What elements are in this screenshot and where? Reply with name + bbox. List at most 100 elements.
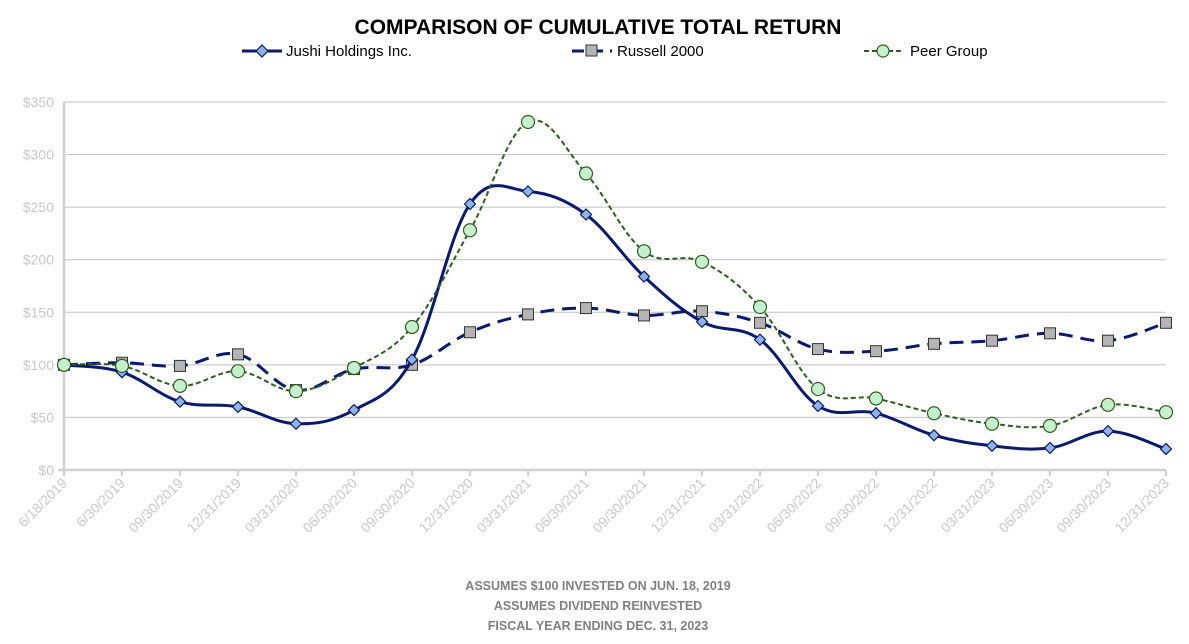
data-point-peer: [114, 358, 130, 374]
x-tick-label: 12/31/2020: [415, 475, 476, 536]
y-tick-label: $100: [23, 357, 54, 373]
data-point-jushi: [521, 185, 535, 198]
data-point-peer: [926, 406, 942, 421]
x-tick-label: 03/31/2020: [241, 475, 302, 536]
legend-label-jushi: Jushi Holdings Inc.: [286, 43, 412, 60]
data-point-peer: [520, 114, 536, 130]
y-tick-label: $250: [23, 199, 54, 215]
data-point-jushi: [463, 197, 477, 211]
data-point-peer: [404, 319, 420, 335]
data-point-jushi: [1043, 441, 1057, 455]
data-point-russell: [174, 359, 186, 372]
x-axis: 6/18/2019 6/30/201909/30/201912/31/201903…: [15, 468, 1172, 536]
data-point-russell: [464, 326, 476, 339]
data-point-peer: [288, 384, 304, 399]
data-point-russell: [522, 308, 534, 321]
x-tick-label: 6/30/2019: [73, 475, 129, 531]
data-point-russell: [1160, 316, 1172, 329]
data-point-russell: [754, 316, 766, 329]
x-tick-label: 03/31/2022: [705, 475, 766, 536]
data-point-jushi: [1159, 442, 1173, 456]
x-tick-label: 6/18/2019: [15, 475, 71, 531]
data-point-jushi: [1101, 424, 1115, 438]
x-tick-label: 12/31/2021: [647, 475, 708, 536]
data-point-peer: [868, 391, 884, 406]
legend-label-peer: Peer Group: [910, 43, 988, 60]
legend-item-peer: Peer Group: [864, 43, 988, 60]
x-tick-label: 03/31/2023: [937, 475, 998, 536]
series-russell: [58, 302, 1172, 397]
data-point-peer: [810, 381, 826, 397]
data-point-russell: [928, 337, 940, 350]
data-point-peer: [694, 254, 710, 269]
data-point-russell: [696, 305, 708, 318]
legend-marker-peer: [876, 44, 890, 58]
legend-marker-russell: [585, 44, 598, 57]
data-point-jushi: [869, 406, 883, 420]
data-point-jushi: [289, 417, 303, 431]
x-tick-label: 06/30/2020: [299, 475, 360, 536]
data-point-jushi: [173, 395, 187, 409]
footnote-fiscal-year: FISCAL YEAR ENDING DEC. 31, 2023: [488, 619, 708, 633]
legend-marker-jushi: [255, 44, 269, 58]
y-tick-label: $200: [23, 252, 54, 268]
series-line-russell: [63, 306, 1167, 392]
y-axis: $0 $50 $100 $150 $200 $250 $300 $350: [23, 94, 66, 478]
data-point-peer: [578, 166, 594, 181]
data-point-jushi: [405, 353, 419, 366]
legend: Jushi Holdings Inc. Russell 2000 Peer Gr…: [242, 43, 988, 60]
footnotes: ASSUMES $100 INVESTED ON JUN. 18, 2019 A…: [465, 579, 730, 633]
series-line-jushi: [63, 184, 1167, 451]
x-tick-label: 09/30/2021: [589, 475, 650, 536]
series-line-peer: [63, 119, 1167, 429]
chart-title: COMPARISON OF CUMULATIVE TOTAL RETURN: [355, 16, 842, 39]
data-point-russell: [638, 309, 650, 322]
data-point-russell: [1102, 334, 1114, 347]
x-tick-label: 06/30/2022: [763, 475, 824, 536]
data-point-peer: [1158, 405, 1174, 420]
y-tick-label: $50: [31, 409, 55, 425]
y-tick-label: $350: [23, 94, 54, 110]
data-point-russell: [812, 343, 824, 356]
x-tick-label: 12/31/2019: [183, 475, 244, 536]
x-tick-label: 09/30/2022: [821, 475, 882, 536]
x-tick-label: 12/31/2023: [1111, 475, 1172, 536]
y-tick-label: $150: [23, 304, 54, 320]
legend-item-jushi: Jushi Holdings Inc.: [242, 43, 412, 60]
data-point-jushi: [985, 439, 999, 453]
data-point-peer: [230, 364, 246, 379]
x-tick-label: 03/31/2021: [473, 475, 534, 536]
x-tick-label: 12/31/2022: [879, 475, 940, 536]
data-point-peer: [636, 244, 652, 259]
data-point-russell: [1044, 327, 1056, 340]
series-jushi: [57, 184, 1173, 456]
legend-label-russell: Russell 2000: [617, 43, 704, 60]
data-point-peer: [462, 223, 478, 238]
data-point-jushi: [927, 428, 941, 442]
data-point-peer: [172, 378, 188, 393]
y-tick-label: $300: [23, 147, 54, 163]
data-point-jushi: [579, 208, 593, 221]
x-tick-label: 09/30/2023: [1053, 475, 1114, 536]
data-point-peer: [1042, 418, 1058, 433]
data-point-jushi: [811, 399, 825, 413]
data-point-jushi: [231, 400, 245, 414]
data-point-peer: [56, 357, 72, 372]
x-tick-label: 06/30/2023: [995, 475, 1056, 536]
data-point-peer: [1100, 397, 1116, 412]
data-point-russell: [580, 302, 592, 315]
data-point-russell: [232, 348, 244, 361]
footnote-invested: ASSUMES $100 INVESTED ON JUN. 18, 2019: [465, 579, 730, 593]
x-tick-label: 06/30/2021: [531, 475, 592, 536]
gridlines: [64, 101, 1166, 418]
data-point-peer: [984, 416, 1000, 431]
x-tick-label: 09/30/2020: [357, 475, 418, 536]
series-layer: [56, 114, 1174, 456]
data-point-jushi: [695, 315, 709, 329]
data-point-russell: [986, 334, 998, 347]
legend-item-russell: Russell 2000: [572, 43, 704, 60]
data-point-jushi: [753, 333, 767, 346]
data-point-peer: [752, 299, 768, 315]
data-point-peer: [346, 360, 362, 376]
data-point-jushi: [347, 403, 361, 417]
